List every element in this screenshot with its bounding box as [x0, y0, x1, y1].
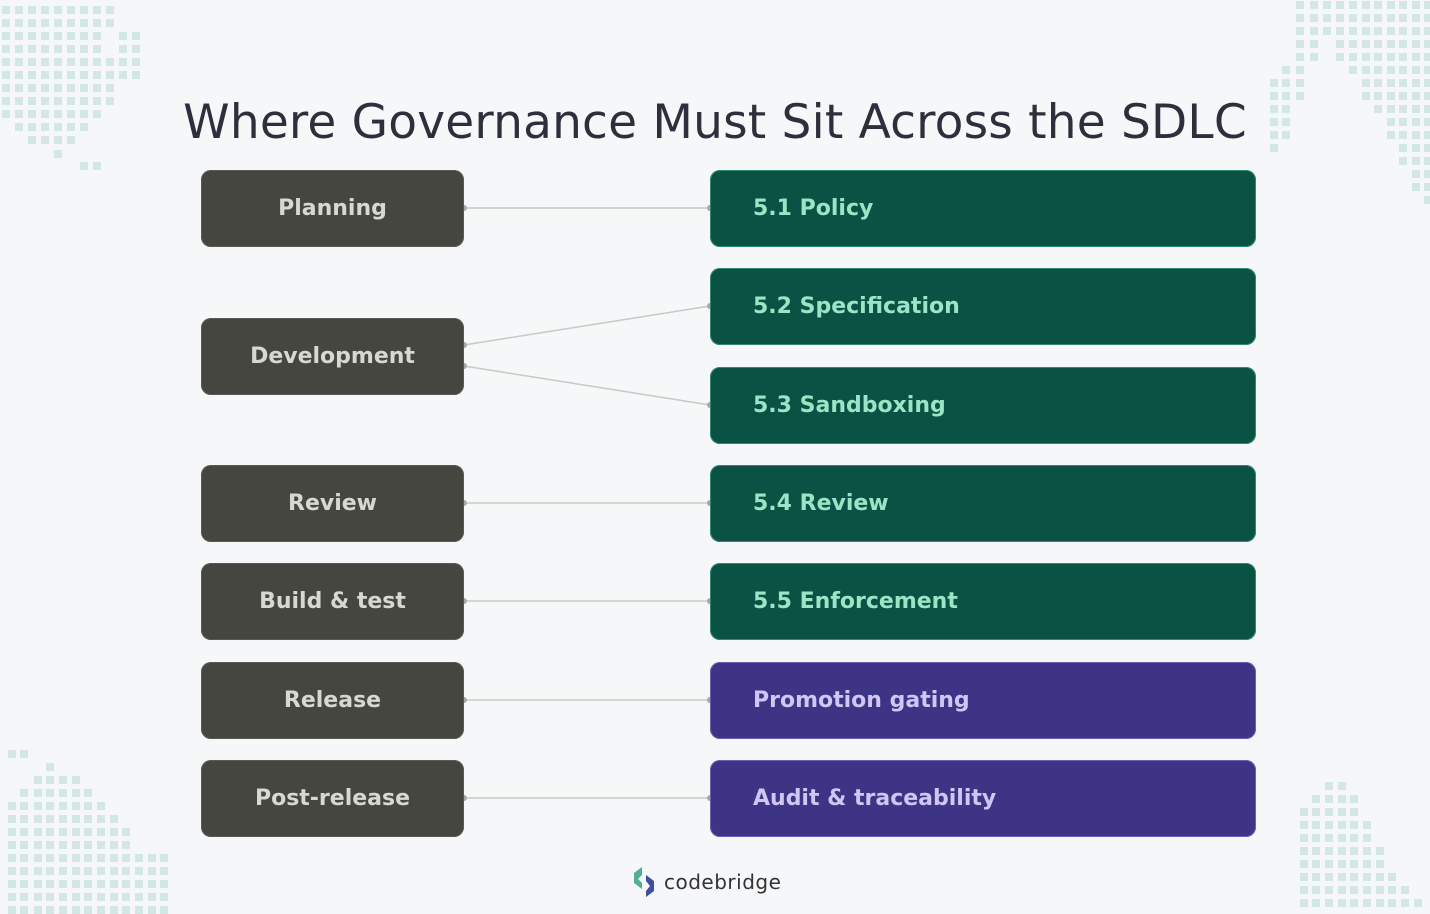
- decorative-pixel-pattern-bottom-right: [1300, 782, 1422, 907]
- control-sandboxing: 5.3 Sandboxing: [710, 367, 1256, 444]
- control-policy: 5.1 Policy: [710, 170, 1256, 247]
- codebridge-logo-icon: [634, 867, 654, 897]
- control-audit-traceability: Audit & traceability: [710, 760, 1256, 837]
- stage-label: Build & test: [259, 589, 406, 614]
- stage-planning: Planning: [201, 170, 464, 247]
- decorative-pixel-pattern-top-right: [1270, 1, 1430, 204]
- stage-release: Release: [201, 662, 464, 739]
- stage-development: Development: [201, 318, 464, 395]
- control-label: 5.3 Sandboxing: [753, 393, 946, 418]
- stage-label: Planning: [278, 196, 387, 221]
- control-label: Audit & traceability: [753, 786, 997, 811]
- control-label: Promotion gating: [753, 688, 970, 713]
- control-label: 5.4 Review: [753, 491, 889, 516]
- decorative-pixel-pattern-bottom-left: [8, 750, 168, 914]
- stage-build-test: Build & test: [201, 563, 464, 640]
- page-title: Where Governance Must Sit Across the SDL…: [183, 95, 1247, 151]
- control-promotion-gating: Promotion gating: [710, 662, 1256, 739]
- control-label: 5.2 Specification: [753, 294, 960, 319]
- control-label: 5.1 Policy: [753, 196, 874, 221]
- codebridge-logo: codebridge: [632, 867, 781, 897]
- control-label: 5.5 Enforcement: [753, 589, 958, 614]
- control-enforcement: 5.5 Enforcement: [710, 563, 1256, 640]
- stage-label: Development: [250, 344, 415, 369]
- control-review: 5.4 Review: [710, 465, 1256, 542]
- control-specification: 5.2 Specification: [710, 268, 1256, 345]
- stage-post-release: Post-release: [201, 760, 464, 837]
- stage-label: Release: [283, 688, 382, 713]
- logo-text: codebridge: [664, 870, 782, 894]
- decorative-pixel-pattern-top-left: [2, 6, 140, 170]
- stage-label: Post-release: [254, 786, 411, 811]
- stage-label: Review: [288, 491, 377, 516]
- stage-review: Review: [201, 465, 464, 542]
